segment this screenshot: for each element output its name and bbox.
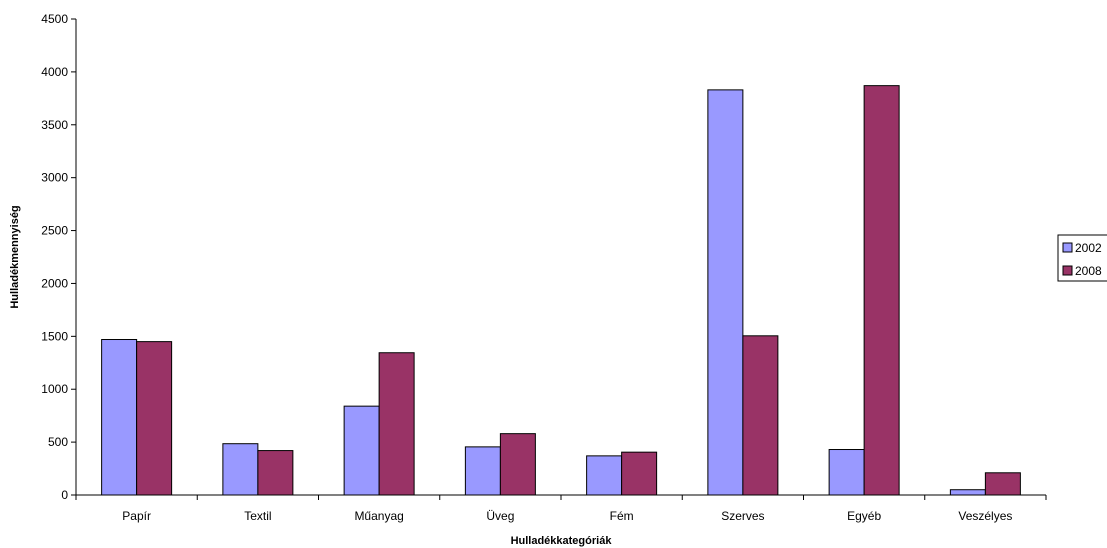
y-tick-label: 2500 bbox=[41, 224, 68, 238]
bar-2002-Egyéb bbox=[828, 449, 865, 496]
bar-2002-Szerves bbox=[707, 89, 744, 496]
y-axis-ticks: 0 500 1000 1500 2000 2500 3000 3500 4000 4500 bbox=[41, 12, 76, 502]
x-axis-title: Hulladékkategóriák bbox=[511, 535, 613, 547]
legend-label: 2008 bbox=[1075, 264, 1102, 278]
bar-2008-Műanyag bbox=[378, 352, 415, 496]
x-tick-label: Fém bbox=[610, 509, 634, 523]
x-tick-label: Szerves bbox=[721, 509, 764, 523]
legend-swatch bbox=[1062, 242, 1073, 253]
bar-2002-Veszélyes bbox=[949, 489, 986, 496]
bar-series bbox=[101, 85, 1021, 496]
y-tick-label: 1000 bbox=[41, 382, 68, 396]
bar-2002-Üveg bbox=[464, 446, 501, 496]
x-axis-ticks: Papír Textil Műanyag Üveg Fém Szerves Egyéb Ves… bbox=[75, 495, 1047, 523]
y-tick-label: 3500 bbox=[41, 118, 68, 132]
bar-2002-Műanyag bbox=[343, 405, 380, 496]
bar-2008-Szerves bbox=[742, 335, 779, 496]
y-tick-label: 0 bbox=[61, 488, 68, 502]
y-tick-label: 2000 bbox=[41, 276, 68, 290]
y-axis-title: Hulladékmennyiség bbox=[9, 205, 21, 308]
y-tick-label: 3000 bbox=[41, 171, 68, 185]
x-tick-label: Üveg bbox=[486, 509, 514, 523]
legend: 2002 2008 bbox=[1057, 234, 1107, 282]
legend-label: 2002 bbox=[1075, 241, 1102, 255]
bar-2008-Textil bbox=[257, 450, 294, 496]
y-tick-label: 500 bbox=[48, 435, 68, 449]
bar-2002-Papír bbox=[101, 339, 138, 496]
y-tick-label: 1500 bbox=[41, 329, 68, 343]
legend-swatch bbox=[1062, 265, 1073, 276]
x-tick-label: Veszélyes bbox=[958, 509, 1012, 523]
x-tick-label: Papír bbox=[122, 509, 151, 523]
bar-2002-Textil bbox=[222, 443, 259, 496]
y-tick-label: 4000 bbox=[41, 65, 68, 79]
x-tick-label: Műanyag bbox=[354, 509, 403, 523]
y-tick-label: 4500 bbox=[41, 12, 68, 26]
bar-2008-Egyéb bbox=[863, 85, 900, 496]
x-tick-label: Egyéb bbox=[847, 509, 881, 523]
bar-2008-Üveg bbox=[499, 433, 536, 496]
x-tick-label: Textil bbox=[244, 509, 271, 523]
bar-2008-Veszélyes bbox=[984, 472, 1021, 496]
bar-2002-Fém bbox=[586, 455, 623, 496]
bar-2008-Papír bbox=[136, 341, 173, 496]
bar-2008-Fém bbox=[621, 451, 658, 496]
